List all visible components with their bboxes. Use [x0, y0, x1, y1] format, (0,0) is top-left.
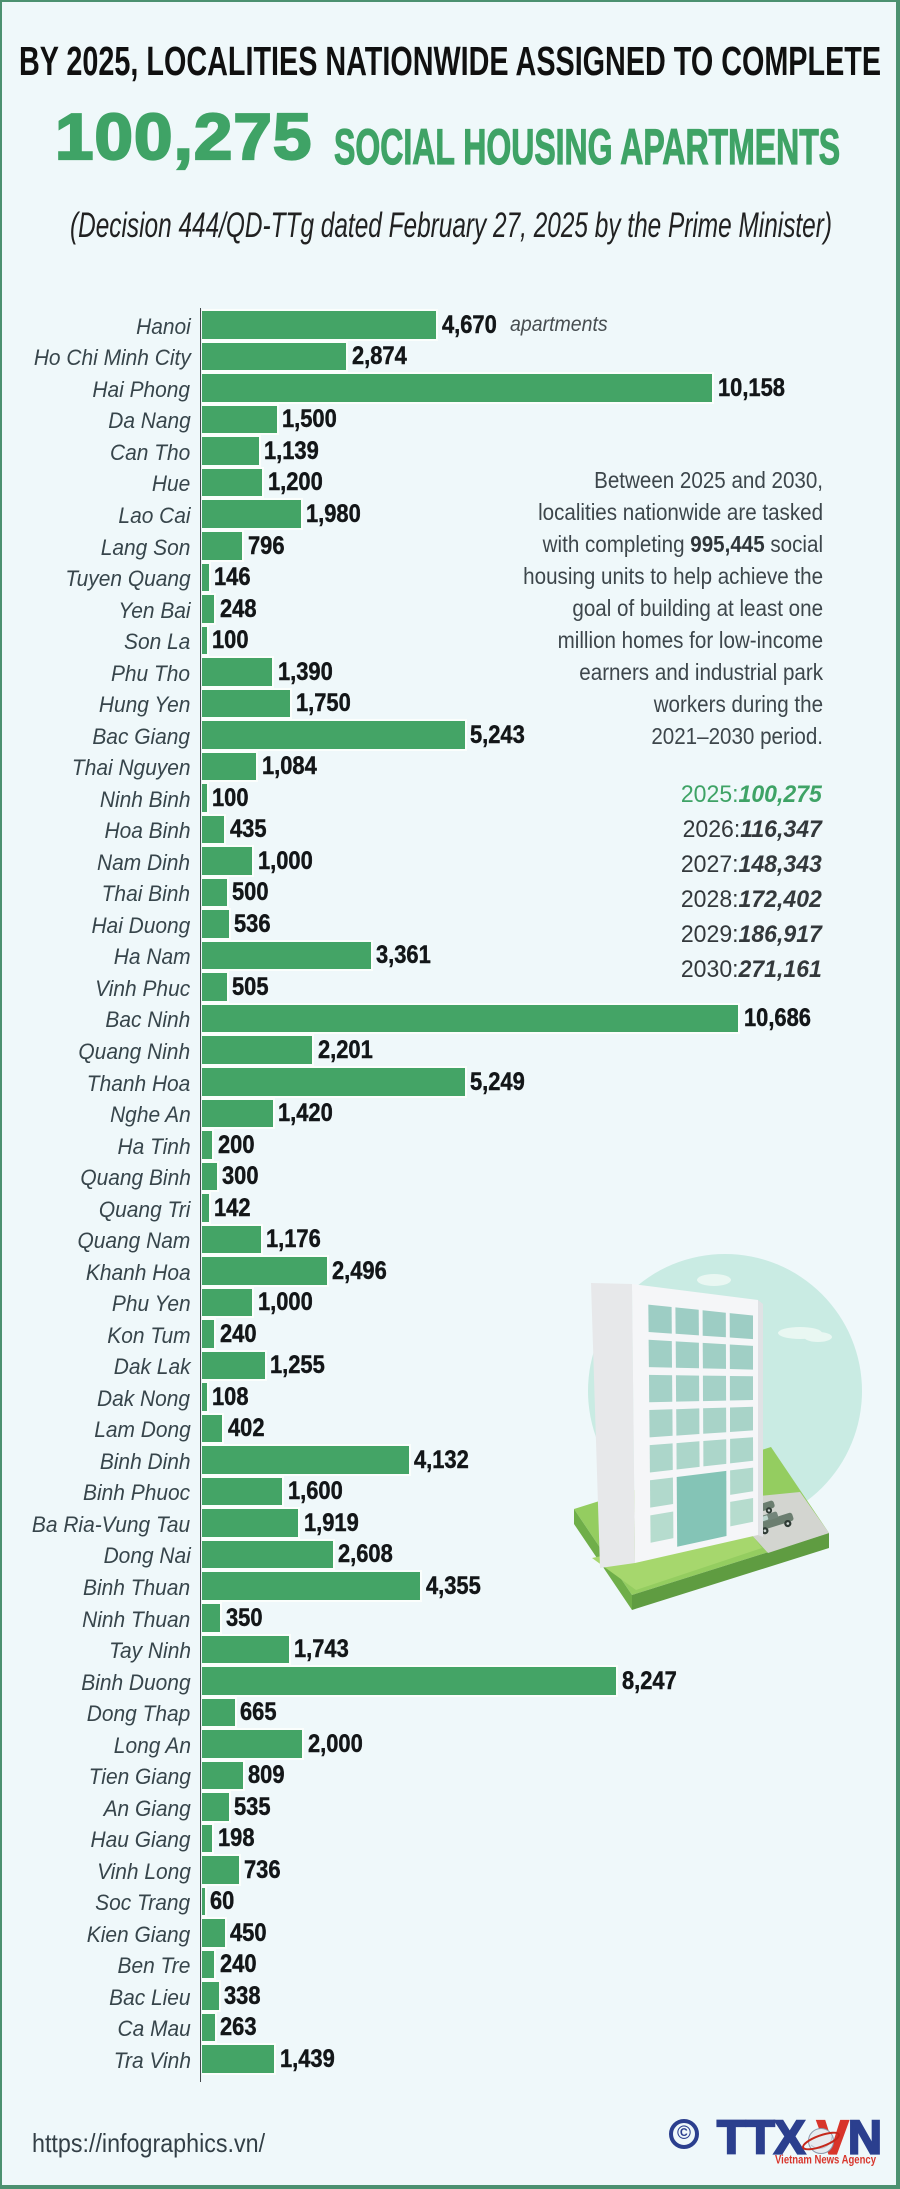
svg-text:T: T: [746, 2110, 775, 2163]
svg-text:Vietnam News Agency: Vietnam News Agency: [775, 2153, 876, 2167]
svg-text:T: T: [717, 2110, 746, 2163]
svg-text:N: N: [848, 2110, 882, 2163]
svg-text:X: X: [774, 2110, 805, 2163]
